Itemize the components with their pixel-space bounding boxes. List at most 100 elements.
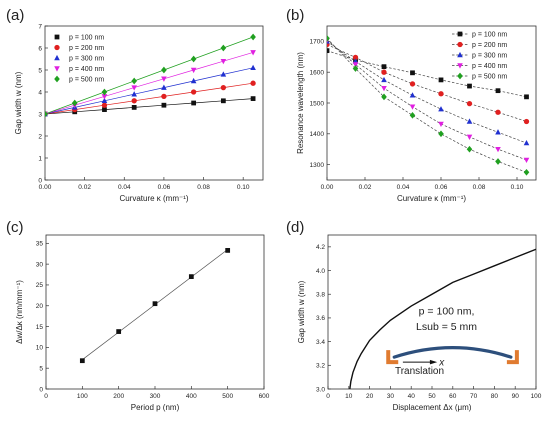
clamp-right-icon <box>506 350 519 365</box>
y-tick-label: 25 <box>36 282 44 289</box>
x-tick-label: 70 <box>470 393 478 400</box>
data-point <box>381 69 387 75</box>
data-point <box>131 91 137 97</box>
legend: p = 100 nm p = 200 nm p = 300 nm p = 400 nm… <box>452 32 507 81</box>
legend-label: p = 200 nm <box>69 45 104 52</box>
x-axis-label: Period p (nm) <box>131 403 180 412</box>
y-tick-label: 10 <box>36 345 44 352</box>
data-point <box>381 76 387 83</box>
x-tick-label: 500 <box>222 393 233 400</box>
data-point <box>131 105 137 110</box>
data-point <box>161 102 167 108</box>
x-tick-label: 0.02 <box>359 184 372 191</box>
y-tick-label: 1300 <box>310 162 325 169</box>
series-line-5 <box>45 36 254 115</box>
plot-frame <box>326 25 537 181</box>
x-tick-label: 400 <box>186 393 197 400</box>
y-axis-label: Gap width w (nm) <box>14 71 23 134</box>
x-tick-label: 80 <box>491 393 499 400</box>
y-axis-label: Gap width w (nm) <box>297 280 306 343</box>
plot-area <box>349 248 536 389</box>
y-tick-label: 4.2 <box>316 244 325 251</box>
x-axis-label: Curvature κ (mm⁻¹) <box>397 194 466 203</box>
x-axis-label: Displacement Δx (μm) <box>393 403 472 412</box>
data-point <box>466 118 473 124</box>
legend-label: p = 300 nm <box>472 53 507 60</box>
data-point <box>466 100 473 107</box>
x-tick-label: 90 <box>512 393 520 400</box>
plot-area <box>79 248 231 364</box>
y-tick-label: 20 <box>36 303 44 310</box>
series-line-4 <box>45 52 254 115</box>
x-tick-label: 0.06 <box>158 184 171 191</box>
arrow-label: x <box>438 358 445 369</box>
data-point <box>327 48 330 54</box>
x-tick-label: 0.04 <box>397 184 410 191</box>
data-point <box>250 80 256 86</box>
y-tick-label: 15 <box>36 324 44 331</box>
series-line-2 <box>45 82 254 115</box>
x-tick-label: 0.06 <box>435 184 448 191</box>
legend: p = 100 nm p = 200 nm p = 300 nm p = 400 nm… <box>54 35 104 84</box>
data-point <box>101 97 108 104</box>
legend-marker <box>457 31 463 37</box>
y-tick-label: 0 <box>39 386 43 393</box>
data-point <box>381 93 387 101</box>
data-point <box>161 84 167 90</box>
x-tick-label: 50 <box>428 393 436 400</box>
plot-frame <box>44 25 264 181</box>
data-point <box>101 88 108 96</box>
panel-label: (d) <box>286 219 304 236</box>
x-tick-label: 100 <box>531 393 542 400</box>
data-point <box>191 100 197 106</box>
legend-label: p = 400 nm <box>472 63 507 70</box>
data-point <box>409 104 416 110</box>
x-tick-label: 30 <box>387 393 395 400</box>
annotation-line-1: p = 100 nm, <box>419 305 475 317</box>
y-tick-label: 6 <box>38 45 42 52</box>
data-point <box>524 94 529 100</box>
data-point <box>495 109 501 115</box>
y-tick-label: 1 <box>38 155 42 162</box>
series-line <box>349 248 536 389</box>
x-tick-label: 600 <box>259 393 270 400</box>
chart-panel-4: (d) 0 10 20 30 40 50 60 70 80 90 100 3.0 3.2 3.4 3.6 3.8… <box>286 219 542 412</box>
chart-panel-1: (a) 0.00 0.02 0.04 0.06 0.08 0.10 0 1 2 3 4 5 6 7 Curva… <box>6 7 264 203</box>
data-point <box>152 301 158 307</box>
data-point <box>495 158 501 165</box>
y-tick-label: 3.6 <box>316 315 325 322</box>
y-tick-label: 3.8 <box>316 292 325 299</box>
legend-marker <box>457 63 463 69</box>
data-point <box>225 248 231 253</box>
data-point <box>495 88 501 94</box>
y-tick-label: 35 <box>36 241 44 248</box>
y-tick-label: 2 <box>38 133 42 140</box>
data-point <box>190 55 197 63</box>
data-point <box>523 168 530 176</box>
data-point <box>161 93 167 100</box>
legend-marker <box>54 34 60 40</box>
arrow-head-icon <box>429 359 438 365</box>
x-tick-label: 0.10 <box>511 184 524 191</box>
legend-label: p = 100 nm <box>472 32 507 39</box>
data-point <box>45 110 48 118</box>
legend-marker <box>457 51 463 58</box>
annotation-line-2: Lsub = 5 mm <box>416 321 477 333</box>
data-point <box>352 54 359 61</box>
x-tick-label: 60 <box>449 393 457 400</box>
substrate-shape <box>392 346 513 359</box>
y-tick-label: 5 <box>39 365 43 372</box>
series-line-3 <box>327 41 527 144</box>
data-point <box>523 118 530 125</box>
data-point <box>495 146 501 153</box>
x-tick-label: 40 <box>408 393 416 400</box>
y-axis-label: Δw/Δκ (nm/mm⁻¹) <box>15 280 24 344</box>
y-tick-label: 3 <box>38 111 42 118</box>
y-tick-label: 1700 <box>310 39 325 46</box>
data-point <box>495 129 501 135</box>
legend-marker <box>54 66 60 72</box>
data-point <box>220 84 227 91</box>
data-point <box>466 145 473 153</box>
data-point <box>101 94 108 100</box>
